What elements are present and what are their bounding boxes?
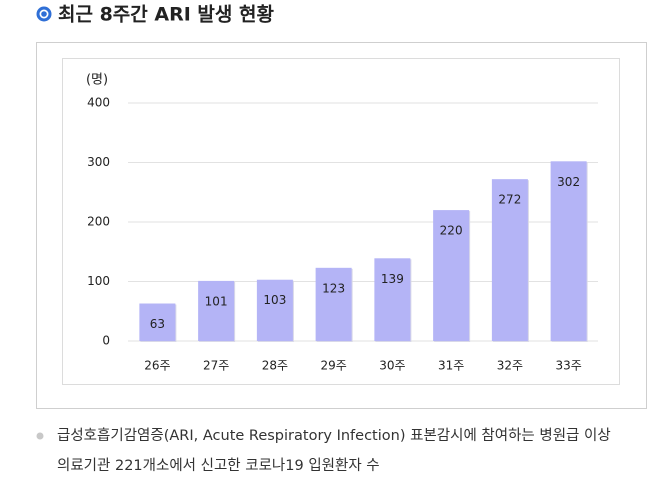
bar [198, 280, 235, 341]
footnote-line: 급성호흡기감염증(ARI, Acute Respiratory Infectio… [57, 427, 611, 444]
value-label: 302 [557, 175, 580, 189]
value-label: 139 [381, 272, 404, 286]
bar [550, 161, 587, 341]
plot: 0 100 200 300 400 26주 63 27주 101 28주 103 29주 123 30주 1… [87, 96, 598, 373]
value-label: 123 [322, 281, 345, 295]
bar [374, 258, 411, 341]
x-tick-label: 32주 [497, 359, 523, 373]
value-label: 63 [150, 317, 165, 331]
y-tick-label: 300 [87, 155, 110, 169]
bar [315, 267, 352, 341]
x-tick-label: 31주 [438, 359, 464, 373]
y-tick-label: 400 [87, 96, 110, 110]
value-label: 272 [498, 193, 521, 207]
page-title: 최근 8주간 ARI 발생 현황 [58, 3, 274, 26]
bar [491, 179, 528, 341]
y-tick-label: 100 [87, 274, 110, 288]
x-tick-label: 33주 [555, 359, 581, 373]
footnote-line: 의료기관 221개소에서 신고한 코로나19 입원환자 수 [57, 457, 380, 474]
x-tick-label: 30주 [379, 359, 405, 373]
x-tick-label: 27주 [203, 359, 229, 373]
bar [139, 303, 176, 341]
x-tick-label: 28주 [262, 359, 288, 373]
bar [256, 279, 293, 341]
value-label: 103 [263, 293, 286, 307]
x-tick-label: 29주 [320, 359, 346, 373]
bar [433, 210, 470, 341]
title-icon-dot [41, 11, 47, 17]
x-tick-label: 26주 [144, 359, 170, 373]
y-axis-label: (명) [86, 73, 108, 88]
y-tick-label: 200 [87, 215, 110, 229]
y-tick-label: 0 [102, 334, 110, 348]
value-label: 220 [440, 224, 463, 238]
value-label: 101 [205, 294, 228, 308]
footnote-bullet [36, 432, 44, 440]
